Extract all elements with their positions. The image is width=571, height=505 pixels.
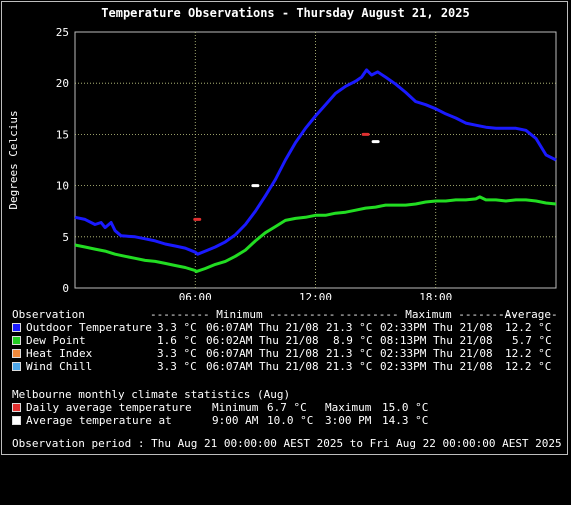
chart-frame xyxy=(1,1,568,455)
climate-heading-row: Melbourne monthly climate statistics (Au… xyxy=(0,388,290,401)
climate-row: Daily average temperature Minimum 6.7 °C… xyxy=(0,401,428,414)
legend-min-time: 06:02AM Thu 21/08 xyxy=(206,334,319,347)
legend-swatch xyxy=(12,323,21,332)
climate-marker xyxy=(361,132,370,136)
period-row: Observation period : Thu Aug 21 00:00:00… xyxy=(0,437,562,450)
legend-min-value: 3.3 °C xyxy=(157,321,197,334)
climate-a-value: 10.0 °C xyxy=(267,414,314,427)
legend-min-value: 3.3 °C xyxy=(157,347,197,360)
legend-swatch xyxy=(12,349,21,358)
legend-max-time: 02:33PM Thu 21/08 xyxy=(380,360,493,373)
climate-marker xyxy=(371,140,380,144)
climate-swatch xyxy=(12,416,21,425)
climate-marker xyxy=(193,217,202,221)
legend-header-observation: Observation xyxy=(12,308,85,321)
observation-period: Observation period : Thu Aug 21 00:00:00… xyxy=(12,437,562,450)
chart-title: Temperature Observations - Thursday Augu… xyxy=(101,6,470,20)
legend-row: Dew Point 1.6 °C 06:02AM Thu 21/08 8.9 °… xyxy=(0,334,552,347)
climate-b-value: 15.0 °C xyxy=(382,401,429,414)
legend-max-time: 02:33PM Thu 21/08 xyxy=(380,347,493,360)
legend-min-time: 06:07AM Thu 21/08 xyxy=(206,360,319,373)
y-tick-label: 5 xyxy=(62,231,69,244)
y-tick-label: 15 xyxy=(56,128,69,141)
legend-average: 12.2 °C xyxy=(505,321,552,334)
y-tick-label: 0 xyxy=(62,282,69,295)
climate-b-value: 14.3 °C xyxy=(382,414,429,427)
legend-max-time: 02:33PM Thu 21/08 xyxy=(380,321,493,334)
legend-header-average: -Average- xyxy=(498,308,558,321)
legend-max-value: 8.9 °C xyxy=(333,334,373,347)
legend-row: Wind Chill 3.3 °C 06:07AM Thu 21/08 21.3… xyxy=(0,360,551,373)
climate-a-value: 6.7 °C xyxy=(267,401,307,414)
climate-swatch xyxy=(12,403,21,412)
climate-marker xyxy=(251,184,260,188)
climate-a-label: 9:00 AM xyxy=(212,414,259,427)
legend-min-time: 06:07AM Thu 21/08 xyxy=(206,321,319,334)
legend-swatch xyxy=(12,362,21,371)
legend-header: Observation --------- Minimum ----------… xyxy=(0,308,558,321)
legend-min-value: 3.3 °C xyxy=(157,360,197,373)
legend-max-time: 08:13PM Thu 21/08 xyxy=(380,334,493,347)
legend-max-value: 21.3 °C xyxy=(326,360,373,373)
x-tick-label: 12:00 xyxy=(299,291,332,300)
y-tick-label: 10 xyxy=(56,180,69,193)
legend-row: Outdoor Temperature 3.3 °C 06:07AM Thu 2… xyxy=(0,321,551,334)
legend-max-value: 21.3 °C xyxy=(326,347,373,360)
y-tick-label: 25 xyxy=(56,26,69,39)
legend-label: Wind Chill xyxy=(26,360,93,373)
x-tick-label: 18:00 xyxy=(419,291,452,300)
x-tick-label: 06:00 xyxy=(179,291,212,300)
climate-b-label: 3:00 PM xyxy=(325,414,372,427)
legend-min-time: 06:07AM Thu 21/08 xyxy=(206,347,319,360)
plot-area xyxy=(74,31,557,289)
legend-header-maximum: --------- Maximum ---------- xyxy=(339,308,525,321)
legend-header-minimum: --------- Minimum ---------- xyxy=(150,308,336,321)
legend-label: Heat Index xyxy=(26,347,93,360)
series-line xyxy=(74,68,557,256)
climate-a-label: Minimum xyxy=(212,401,259,414)
legend-average: 5.7 °C xyxy=(512,334,552,347)
legend-label: Outdoor Temperature xyxy=(26,321,152,334)
legend-min-value: 1.6 °C xyxy=(157,334,197,347)
y-tick-label: 20 xyxy=(56,77,69,90)
legend-max-value: 21.3 °C xyxy=(326,321,373,334)
climate-heading: Melbourne monthly climate statistics (Au… xyxy=(12,388,291,401)
legend-average: 12.2 °C xyxy=(505,347,552,360)
series-line xyxy=(74,195,557,274)
legend-label: Dew Point xyxy=(26,334,86,347)
climate-b-label: Maximum xyxy=(325,401,372,414)
legend-swatch xyxy=(12,336,21,345)
temperature-chart: 0 5 10 15 20 25 06:00 12:00 18:00 Degrees Celcius xyxy=(7,26,557,300)
climate-label: Daily average temperature xyxy=(26,401,192,414)
legend-average: 12.2 °C xyxy=(505,360,552,373)
climate-label: Average temperature at xyxy=(26,414,172,427)
y-axis-label: Degrees Celcius xyxy=(7,110,20,209)
climate-row: Average temperature at 9:00 AM 10.0 °C 3… xyxy=(0,414,428,427)
legend-row: Heat Index 3.3 °C 06:07AM Thu 21/08 21.3… xyxy=(0,347,551,360)
